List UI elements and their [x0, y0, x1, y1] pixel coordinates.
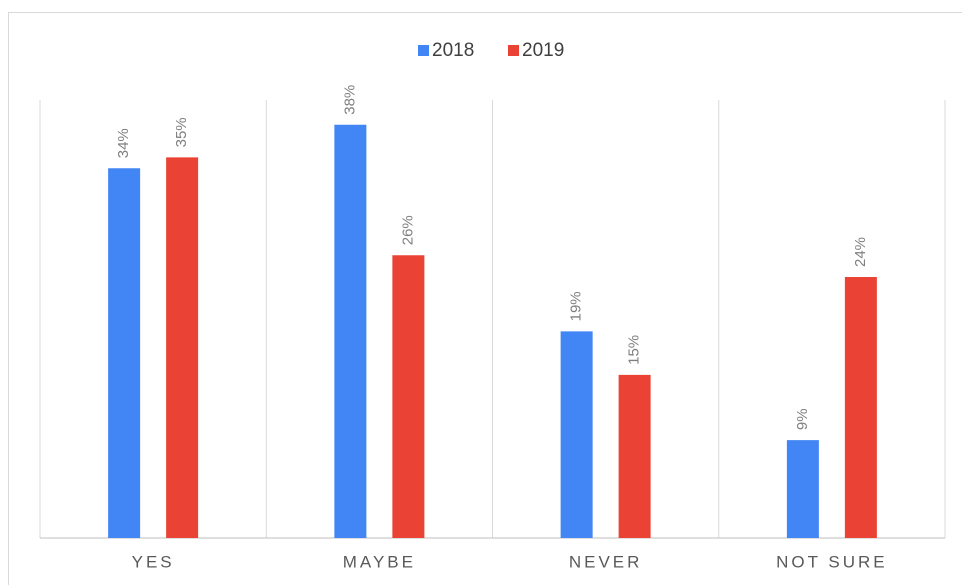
x-tick-label: NOT SURE [776, 552, 888, 571]
bar [560, 331, 593, 538]
bar [844, 277, 877, 538]
bar [334, 124, 367, 538]
value-label: 38% [341, 85, 358, 115]
bar [392, 255, 425, 538]
value-label: 19% [568, 291, 585, 321]
value-label: 26% [399, 215, 416, 245]
chart-border [8, 12, 962, 585]
bar [618, 374, 651, 538]
legend-label: 2018 [432, 40, 474, 61]
legend-swatch [418, 45, 429, 56]
bar [108, 168, 141, 538]
legend-swatch [508, 45, 519, 56]
value-label: 34% [115, 128, 132, 158]
value-label: 24% [852, 237, 869, 267]
x-tick-label: MAYBE [343, 552, 416, 571]
value-label: 15% [626, 335, 643, 365]
bar [166, 157, 199, 538]
bar [786, 440, 819, 538]
x-tick-label: NEVER [569, 552, 643, 571]
legend-label: 2019 [522, 40, 564, 61]
x-tick-label: YES [132, 552, 175, 571]
value-label: 9% [794, 408, 811, 430]
value-label: 35% [173, 117, 190, 147]
